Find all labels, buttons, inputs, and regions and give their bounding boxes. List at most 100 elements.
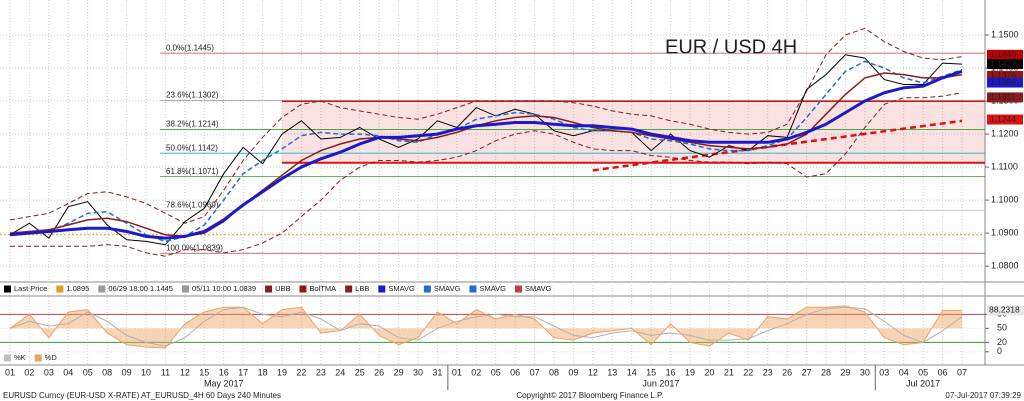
x-tick-label: 29: [840, 367, 850, 377]
x-tick-label: 20: [704, 367, 714, 377]
price-tag-label: 1.1244: [990, 114, 1016, 124]
y-tick-label: 1.1100: [991, 161, 1018, 171]
x-tick-label: 13: [607, 367, 617, 377]
x-tick-label: 05: [918, 367, 928, 377]
x-tick-label: 10: [141, 367, 151, 377]
legend-label: SMAVG: [388, 284, 415, 293]
legend-swatch: [181, 285, 189, 293]
x-tick-label: 07: [957, 367, 967, 377]
x-tick-label: 12: [588, 367, 598, 377]
legend-swatch: [514, 285, 522, 293]
x-tick-label: 29: [394, 367, 404, 377]
legend-label: SMAVG: [434, 284, 461, 293]
x-tick-label: 18: [258, 367, 268, 377]
series-line: [9, 305, 963, 349]
legend-swatch: [299, 285, 307, 293]
fib-label: 23.6%(1.1302): [166, 90, 219, 99]
x-tick-label: 28: [821, 367, 831, 377]
legend-label: 05/11 10:00 1.0839: [192, 284, 256, 293]
footer-right: 07-Jul-2017 07:39:29: [945, 391, 1021, 400]
legend-label: BolTMA: [309, 284, 336, 293]
series-line: [10, 92, 963, 257]
price-tag-label: 1.1356: [990, 77, 1016, 87]
x-tick-label: 15: [199, 367, 209, 377]
y-tick-label: 20: [997, 337, 1007, 347]
legend-label: UBB: [275, 284, 290, 293]
month-label: Jun 2017: [642, 378, 679, 388]
x-tick-label: 27: [802, 367, 812, 377]
fib-label: 50.0%(1.1142): [166, 143, 218, 152]
x-tick-label: 11: [161, 367, 170, 377]
month-label: May 2017: [204, 378, 244, 388]
fib-label: 0.0%(1.1445): [166, 43, 214, 52]
x-tick-label: 04: [899, 367, 909, 377]
x-tick-label: 05: [491, 367, 501, 377]
price-tag-label: 1.1311: [990, 92, 1016, 102]
legend-label: %K: [14, 353, 26, 362]
x-tick-label: 19: [685, 367, 695, 377]
y-tick-label: 1.1500: [991, 29, 1019, 39]
price-tag: [987, 92, 1023, 103]
price-tag: [987, 49, 1023, 60]
x-tick-label: 05: [83, 367, 93, 377]
channel: [282, 101, 985, 163]
chart-title: EUR / USD 4H: [665, 36, 797, 58]
legend-swatch: [378, 285, 386, 293]
legend-swatch: [345, 285, 353, 293]
x-tick-label: 22: [743, 367, 753, 377]
series-line: [9, 306, 963, 347]
legend-label: SMAVG: [479, 284, 506, 293]
fib-label: 38.2%(1.1214): [166, 120, 219, 129]
x-tick-label: 26: [782, 367, 792, 377]
price-tag: [987, 70, 1023, 81]
x-tick-label: 17: [238, 367, 248, 377]
fib-label: 61.8%(1.1071): [166, 167, 219, 176]
price-tag-label: 1.1440: [990, 49, 1016, 59]
x-tick-label: 03: [44, 367, 54, 377]
x-tick-label: 12: [180, 367, 190, 377]
y-tick-label: 50: [997, 323, 1007, 333]
x-tick-label: 06: [510, 367, 520, 377]
legend-label: 1.0895: [66, 284, 89, 293]
x-tick-label: 21: [724, 367, 734, 377]
price-tag: [987, 114, 1023, 125]
x-tick-label: 23: [316, 367, 326, 377]
x-tick-label: 22: [296, 367, 306, 377]
series-area: [10, 305, 962, 348]
series-line: [9, 69, 963, 240]
x-tick-label: 19: [277, 367, 287, 377]
y-tick-label: 1.0900: [991, 227, 1019, 237]
legend-label: 06/29 18:00 1.1445: [108, 284, 173, 293]
value-tag-label: 88.2318: [989, 305, 1020, 315]
x-tick-label: 09: [122, 367, 132, 377]
x-tick-label: 30: [860, 367, 870, 377]
y-tick-label: 1.0800: [991, 261, 1019, 271]
footer-left: EURUSD Curncy (EUR-USD X-RATE) AT_EURUSD…: [3, 391, 281, 400]
legend-swatch: [4, 285, 11, 293]
month-label: Jul 2017: [906, 378, 940, 388]
legend-swatch: [4, 354, 11, 362]
legend-swatch: [469, 285, 477, 293]
x-tick-label: 02: [471, 367, 481, 377]
x-tick-label: 23: [763, 367, 773, 377]
fib-label: 78.6%(1.0969): [166, 200, 219, 209]
x-tick-label: 26: [374, 367, 384, 377]
y-tick-label: 0: [997, 346, 1002, 356]
x-tick-label: 08: [102, 367, 112, 377]
series-line: [9, 60, 963, 243]
series-line: [9, 72, 963, 238]
price-tag-label: 1.1376: [990, 70, 1016, 80]
x-tick-label: 03: [879, 367, 889, 377]
legend-label: Last Price: [14, 284, 47, 293]
x-tick-label: 02: [24, 367, 34, 377]
x-tick-label: 09: [568, 367, 578, 377]
x-tick-label: 06: [938, 367, 948, 377]
x-tick-label: 16: [219, 367, 229, 377]
price-tag-label: 1.1412: [990, 58, 1016, 68]
fib-label: 100.0%(1.0839): [166, 243, 223, 252]
x-tick-label: 01: [452, 367, 462, 377]
legend-label: SMAVG: [525, 284, 552, 293]
y-tick-label: 1.1200: [991, 128, 1019, 138]
x-tick-label: 04: [63, 367, 73, 377]
